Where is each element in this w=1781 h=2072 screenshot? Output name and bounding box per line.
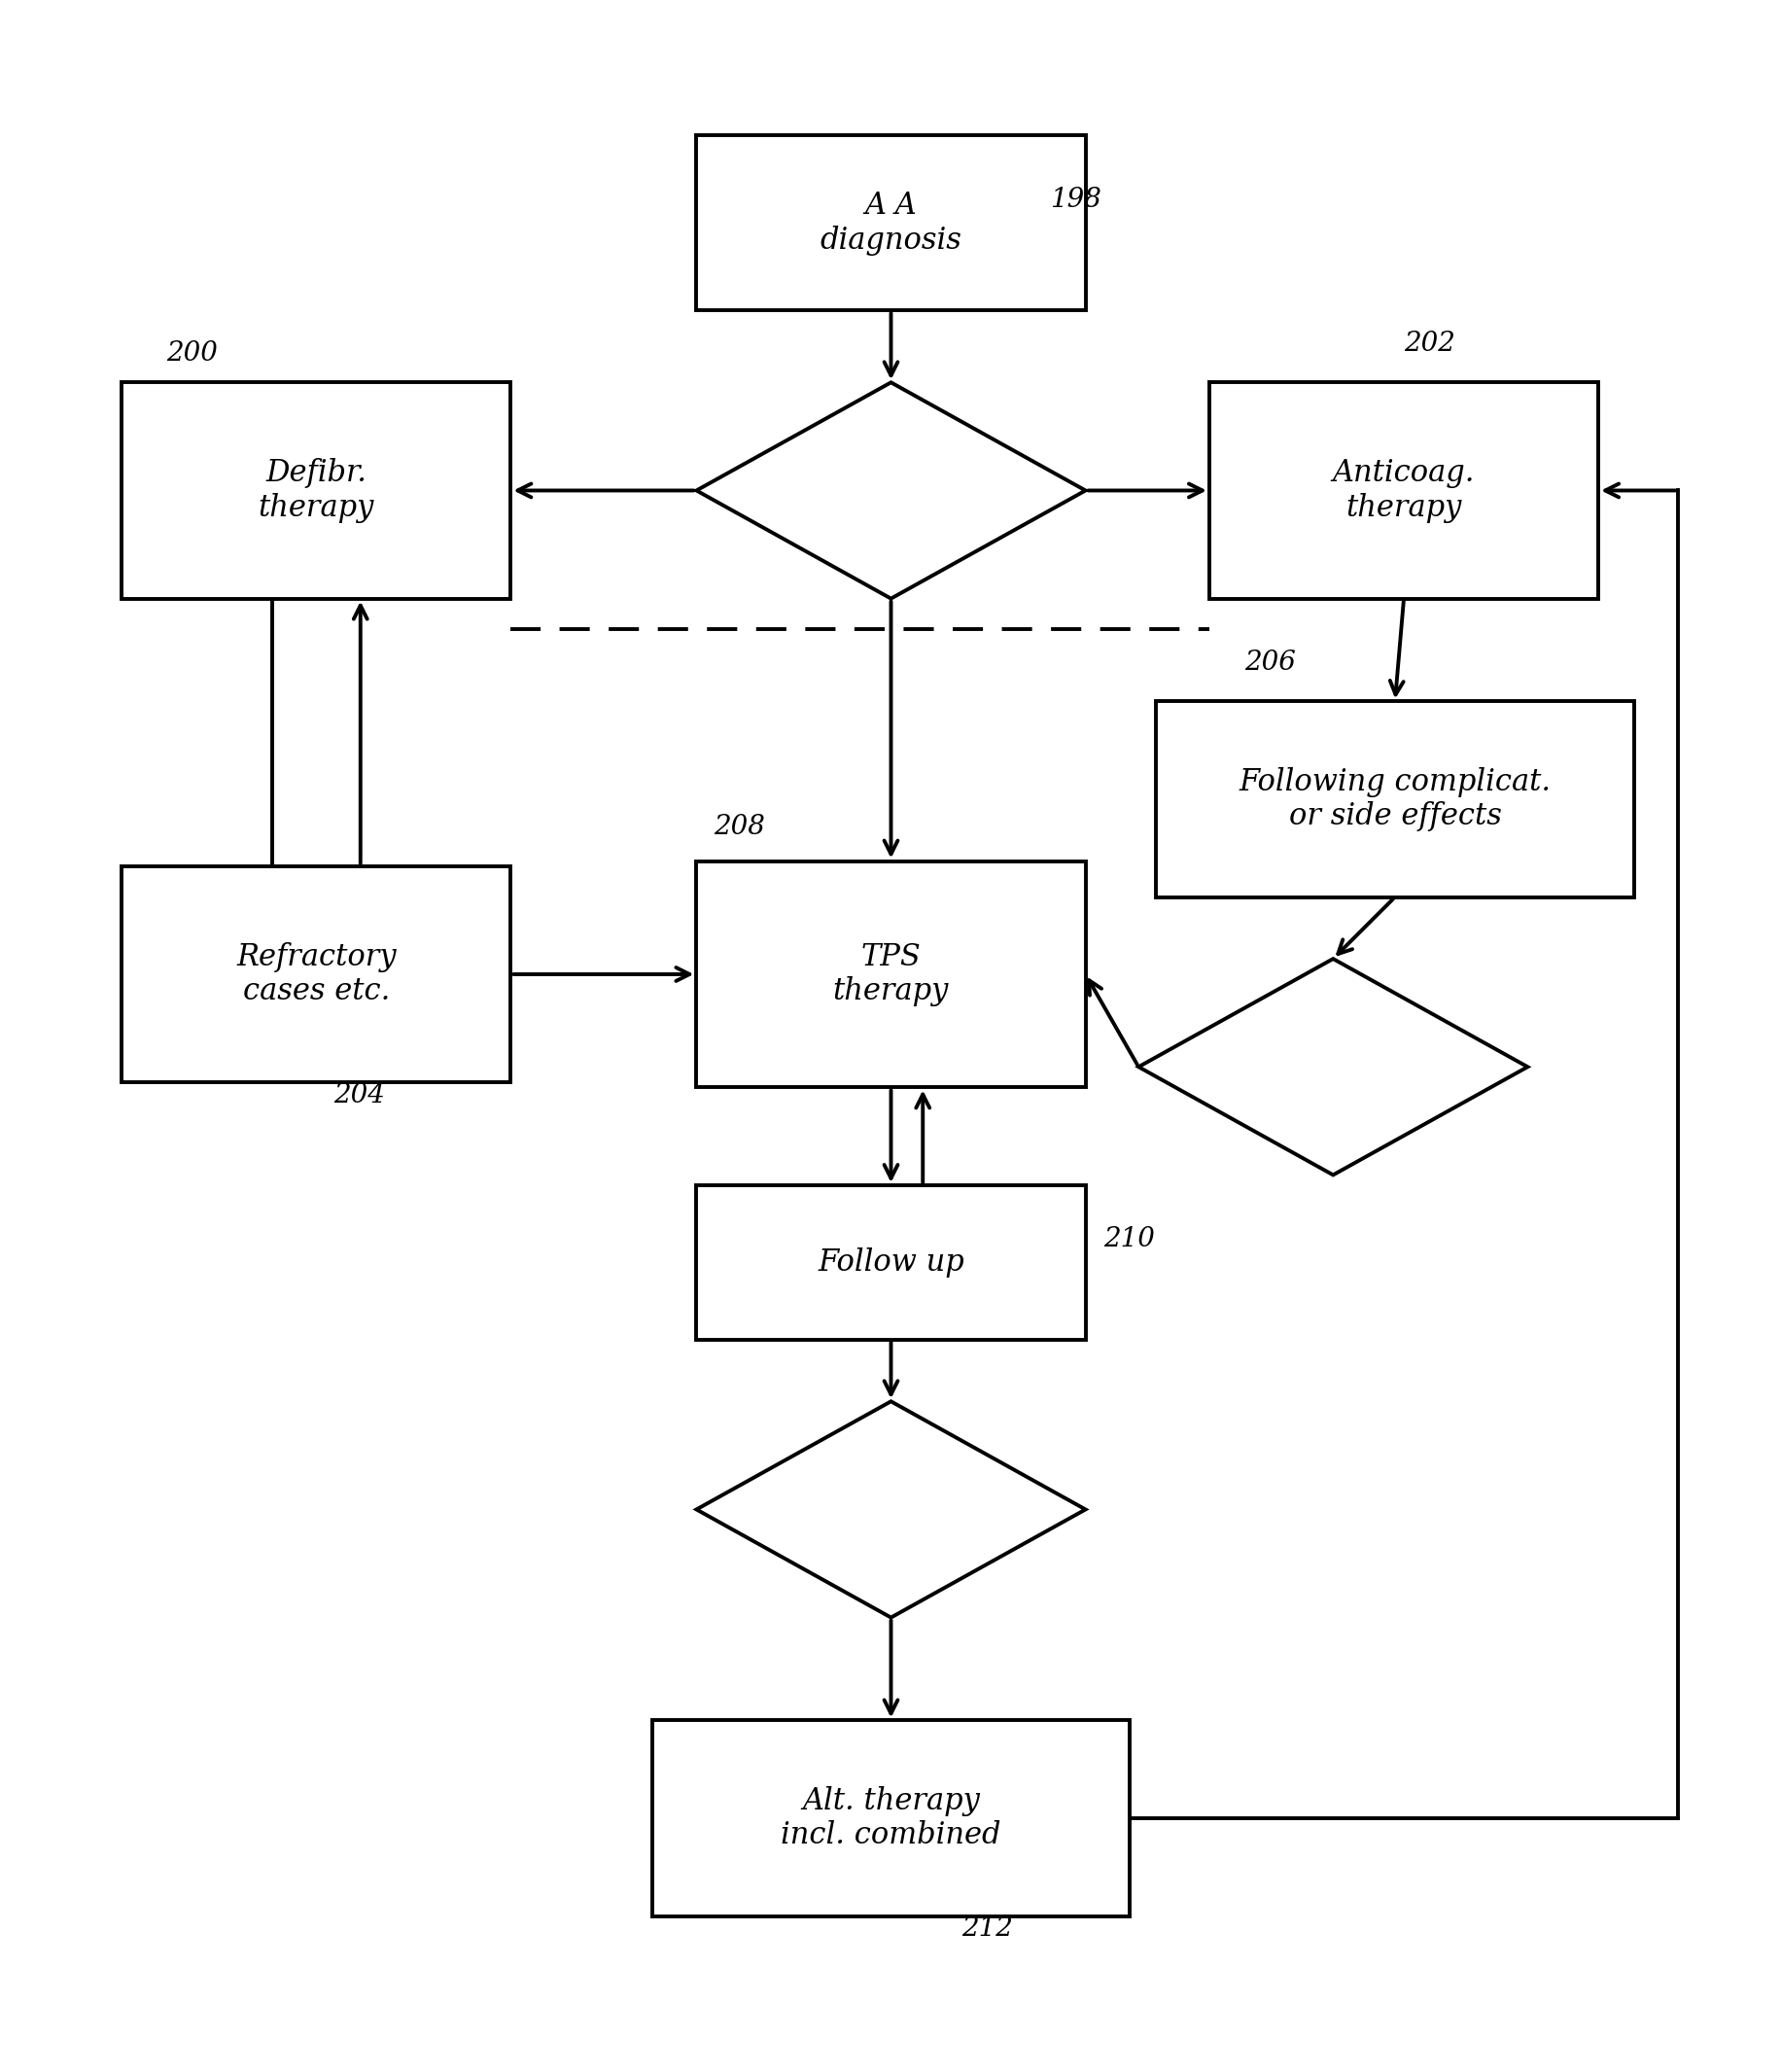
FancyBboxPatch shape — [1209, 383, 1598, 599]
FancyBboxPatch shape — [696, 1185, 1085, 1341]
Text: 200: 200 — [166, 340, 217, 367]
Text: Defibr.
therapy: Defibr. therapy — [258, 458, 374, 522]
Text: 202: 202 — [1403, 329, 1455, 356]
Text: 198: 198 — [1049, 186, 1101, 213]
FancyBboxPatch shape — [696, 862, 1085, 1088]
Polygon shape — [696, 1401, 1085, 1618]
Text: Follow up: Follow up — [817, 1247, 964, 1278]
FancyBboxPatch shape — [121, 866, 511, 1082]
Text: TPS
therapy: TPS therapy — [832, 943, 949, 1007]
FancyBboxPatch shape — [652, 1720, 1129, 1917]
Text: Alt. therapy
incl. combined: Alt. therapy incl. combined — [780, 1786, 1001, 1850]
Polygon shape — [696, 383, 1085, 599]
Text: 208: 208 — [714, 814, 766, 841]
FancyBboxPatch shape — [1156, 702, 1633, 897]
FancyBboxPatch shape — [696, 135, 1085, 311]
Text: Anticoag.
therapy: Anticoag. therapy — [1332, 458, 1475, 522]
Text: 210: 210 — [1102, 1227, 1154, 1251]
Text: 204: 204 — [333, 1082, 385, 1109]
Text: 212: 212 — [962, 1915, 1013, 1941]
Text: Refractory
cases etc.: Refractory cases etc. — [237, 943, 395, 1007]
FancyBboxPatch shape — [121, 383, 511, 599]
Text: A A
diagnosis: A A diagnosis — [819, 191, 962, 255]
Polygon shape — [1138, 959, 1526, 1175]
Text: 206: 206 — [1243, 649, 1295, 675]
Text: Following complicat.
or side effects: Following complicat. or side effects — [1238, 767, 1549, 831]
